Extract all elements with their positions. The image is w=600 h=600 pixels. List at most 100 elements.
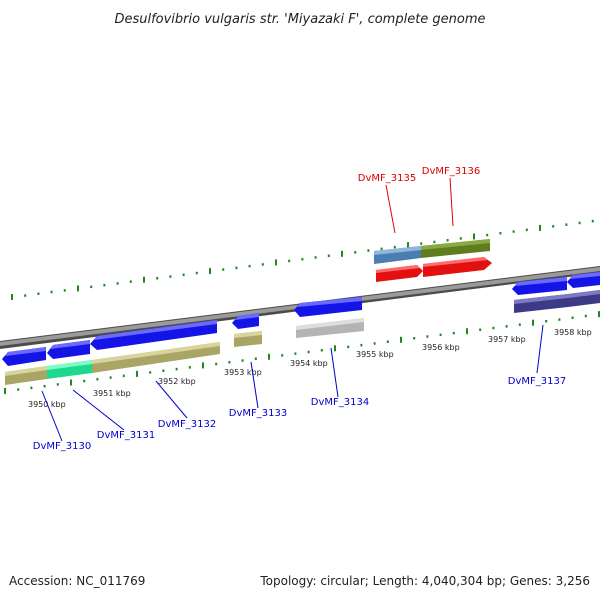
lower-tick-track xyxy=(4,311,600,394)
upper-track-minor-tick xyxy=(565,223,568,226)
feature-dvmf-3137-cds[interactable] xyxy=(514,294,568,313)
gene-dvmf-3137-next[interactable] xyxy=(567,272,600,288)
leader-dvmf-3131 xyxy=(72,389,125,431)
feature-dvmf-3133-cds[interactable] xyxy=(234,331,262,347)
gene-dvmf-3131[interactable] xyxy=(47,340,90,359)
gene-label-dvmf-3133[interactable]: DvMF_3133 xyxy=(229,408,287,419)
gene-label-dvmf-3134[interactable]: DvMF_3134 xyxy=(311,397,369,408)
feature-dvmf-3137-next-cds[interactable] xyxy=(568,290,600,307)
gene-dvmf-3134[interactable] xyxy=(294,297,362,317)
lower-track-minor-tick xyxy=(320,349,323,352)
upper-track-major-tick xyxy=(275,259,277,266)
gene-dvmf-3136[interactable] xyxy=(423,257,492,277)
upper-track-minor-tick xyxy=(169,275,172,278)
upper-track-minor-tick xyxy=(380,247,383,251)
upper-track-major-tick xyxy=(77,285,79,292)
upper-track-minor-tick xyxy=(301,258,304,261)
upper-track-minor-tick xyxy=(50,290,53,294)
lower-track-minor-tick xyxy=(294,352,297,355)
upper-track-minor-tick xyxy=(90,285,93,289)
gene-dvmf-3135[interactable] xyxy=(376,265,423,282)
lower-track-minor-tick xyxy=(109,376,112,379)
lower-track-minor-tick xyxy=(360,343,363,347)
upper-track-minor-tick xyxy=(288,259,291,263)
upper-track-minor-tick xyxy=(591,219,594,223)
gene-dvmf-3130[interactable] xyxy=(2,347,46,366)
feature-dvmf-3136-cds[interactable] xyxy=(421,239,490,258)
lower-track-minor-tick xyxy=(584,314,587,318)
upper-track-minor-tick xyxy=(103,283,106,287)
upper-track-minor-tick xyxy=(499,232,502,235)
lower-track-minor-tick xyxy=(228,361,231,364)
lower-track-minor-tick xyxy=(122,374,125,378)
lower-track-minor-tick xyxy=(439,333,442,337)
tick-label-3955: 3955 kbp xyxy=(356,350,394,359)
gene-label-dvmf-3136[interactable]: DvMF_3136 xyxy=(422,166,480,177)
upper-track-minor-tick xyxy=(459,237,462,240)
gene-label-dvmf-3131[interactable]: DvMF_3131 xyxy=(97,430,155,441)
upper-track-minor-tick xyxy=(525,228,528,232)
tick-label-3952: 3952 kbp xyxy=(158,377,196,386)
lower-track-minor-tick xyxy=(43,384,46,388)
lower-track-minor-tick xyxy=(479,328,482,331)
gene-dvmf-3137[interactable] xyxy=(512,277,567,295)
lower-track-minor-tick xyxy=(149,371,152,374)
lower-track-major-tick xyxy=(466,328,468,335)
tick-label-3950: 3950 kbp xyxy=(28,400,66,409)
feature-dvmf-3135-cds[interactable] xyxy=(374,246,421,264)
gene-dvmf-3133[interactable] xyxy=(232,313,259,329)
lower-track-minor-tick xyxy=(83,379,86,383)
lower-track-minor-tick xyxy=(347,345,350,349)
leader-dvmf-3136 xyxy=(449,177,454,227)
lower-track-minor-tick xyxy=(307,350,310,354)
upper-track-minor-tick xyxy=(420,242,423,245)
leader-dvmf-3137 xyxy=(536,324,544,374)
upper-track-minor-tick xyxy=(486,233,489,237)
lower-track-minor-tick xyxy=(241,359,244,362)
lower-track-major-tick xyxy=(400,336,402,343)
lower-track-minor-tick xyxy=(56,383,59,386)
upper-track-minor-tick xyxy=(393,245,396,249)
upper-track-minor-tick xyxy=(24,294,27,297)
lower-track-major-tick xyxy=(4,388,6,394)
feature-dvmf-3132-cds[interactable] xyxy=(92,342,220,373)
upper-track-minor-tick xyxy=(248,264,251,268)
upper-track-minor-tick xyxy=(261,263,264,266)
gene-dvmf-3132[interactable] xyxy=(90,320,217,350)
lower-track-minor-tick xyxy=(518,323,521,326)
lower-track-minor-tick xyxy=(426,335,429,338)
lower-track-minor-tick xyxy=(254,357,257,360)
upper-track-minor-tick xyxy=(63,289,66,292)
upper-track-minor-tick xyxy=(433,240,436,244)
tick-label-3958: 3958 kbp xyxy=(554,328,592,337)
genome-title: Desulfovibrio vulgaris str. 'Miyazaki F'… xyxy=(114,12,485,27)
lower-track-minor-tick xyxy=(281,354,284,357)
lower-track-minor-tick xyxy=(215,362,218,366)
feature-dvmf-3131-cds[interactable] xyxy=(47,360,92,379)
upper-track-minor-tick xyxy=(354,251,357,254)
lower-track-minor-tick xyxy=(373,342,376,345)
lower-track-major-tick xyxy=(70,379,72,386)
lower-track-minor-tick xyxy=(492,326,495,330)
leader-dvmf-3130 xyxy=(41,390,63,442)
lower-track-minor-tick xyxy=(452,331,455,335)
upper-track-minor-tick xyxy=(578,221,581,225)
lower-track-minor-tick xyxy=(188,366,191,369)
gene-label-dvmf-3137[interactable]: DvMF_3137 xyxy=(508,376,566,387)
lower-track-minor-tick xyxy=(175,367,178,371)
tick-label-3957: 3957 kbp xyxy=(488,335,526,344)
lower-track-minor-tick xyxy=(386,340,389,343)
lower-track-minor-tick xyxy=(17,388,20,391)
gene-label-dvmf-3130[interactable]: DvMF_3130 xyxy=(33,441,91,452)
feature-dvmf-3134-cds[interactable] xyxy=(296,318,364,338)
upper-track-major-tick xyxy=(473,233,475,240)
tick-label-3954: 3954 kbp xyxy=(290,359,328,368)
feature-dvmf-3130-cds[interactable] xyxy=(5,366,47,385)
lower-track-minor-tick xyxy=(413,337,416,340)
leader-dvmf-3133 xyxy=(250,361,259,409)
gene-label-dvmf-3132[interactable]: DvMF_3132 xyxy=(158,419,216,430)
upper-track-minor-tick xyxy=(156,277,159,280)
gene-label-leaders xyxy=(41,177,544,442)
gene-label-dvmf-3135[interactable]: DvMF_3135 xyxy=(358,173,416,184)
